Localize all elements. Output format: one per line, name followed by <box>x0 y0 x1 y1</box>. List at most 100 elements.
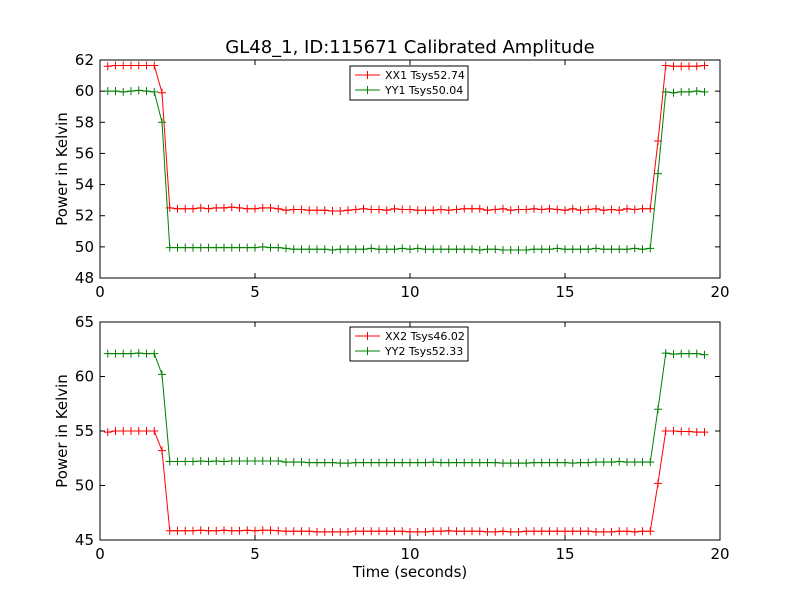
data-point <box>258 456 267 465</box>
x-tick-label: 10 <box>400 283 419 301</box>
data-point <box>158 118 166 127</box>
data-point <box>251 456 259 465</box>
data-point <box>344 459 352 468</box>
data-point <box>181 457 190 466</box>
data-point <box>692 87 701 96</box>
data-point <box>483 245 492 254</box>
data-point <box>235 243 244 252</box>
data-point <box>685 427 693 436</box>
y-tick-label: 50 <box>75 238 94 256</box>
data-point <box>297 245 306 254</box>
data-point <box>382 206 391 215</box>
data-point <box>398 244 407 253</box>
data-point <box>553 527 562 536</box>
data-point <box>677 62 686 71</box>
data-point <box>514 245 523 254</box>
data-point <box>530 245 538 254</box>
data-point <box>576 527 585 536</box>
chart-panel-1: 0 5 10 15 20 48 50 52 54 56 58 60 62 Power in Kelvin X… <box>53 51 730 301</box>
data-point <box>677 427 686 436</box>
data-point <box>592 527 600 536</box>
chart-panel-2: 0 5 10 15 20 45 50 55 60 65 Power in Kelvin Time (s… <box>53 313 730 581</box>
data-point <box>685 349 693 358</box>
data-point <box>499 459 507 468</box>
legend: XX1 Tsys52.74 YY1 Tsys50.04 <box>349 65 469 101</box>
data-point <box>429 527 438 536</box>
data-point <box>313 527 321 536</box>
data-point <box>344 245 352 254</box>
data-point <box>406 245 414 254</box>
data-point <box>499 245 507 254</box>
legend-marker <box>364 86 371 94</box>
data-point <box>452 205 461 214</box>
data-point <box>568 245 577 254</box>
data-point <box>623 458 631 467</box>
data-point <box>646 458 655 467</box>
data-point <box>677 349 686 358</box>
data-point <box>119 427 128 435</box>
x-tick-label: 10 <box>400 545 419 563</box>
data-point <box>328 207 337 216</box>
x-tick-label: 15 <box>555 283 574 301</box>
data-point <box>514 205 523 214</box>
data-point <box>607 205 616 214</box>
data-point <box>127 87 135 96</box>
data-point <box>452 527 461 536</box>
data-point <box>413 527 422 536</box>
data-point <box>506 206 515 215</box>
data-point <box>274 204 283 213</box>
y-tick-label: 60 <box>75 368 94 386</box>
data-point <box>514 459 523 468</box>
data-point <box>584 527 593 536</box>
data-point <box>336 459 345 468</box>
y-tick-label: 62 <box>75 51 94 69</box>
data-point <box>615 245 624 254</box>
data-point <box>375 245 383 254</box>
data-point <box>134 86 143 95</box>
data-point <box>173 243 182 252</box>
data-point <box>553 458 562 467</box>
data-point <box>576 458 585 467</box>
data-point <box>111 87 120 96</box>
data-point <box>413 458 422 467</box>
data-point <box>530 204 538 213</box>
data-point <box>243 243 252 252</box>
data-point <box>297 205 306 214</box>
data-point <box>553 205 562 214</box>
y-tick-label: 58 <box>75 113 94 131</box>
x-tick-label: 0 <box>95 283 105 301</box>
data-point <box>351 458 360 467</box>
data-point <box>359 245 368 254</box>
data-point <box>545 458 554 467</box>
data-point <box>437 205 445 214</box>
data-point <box>700 87 709 96</box>
series-2-group <box>103 86 709 254</box>
data-point <box>173 526 182 535</box>
data-point <box>282 244 290 253</box>
data-point <box>421 245 430 254</box>
legend-box <box>349 65 469 101</box>
data-point <box>561 458 569 467</box>
figure-title: GL48_1, ID:115671 Calibrated Amplitude <box>225 37 594 58</box>
data-point <box>406 205 414 214</box>
data-point <box>444 245 453 254</box>
data-point <box>289 205 298 214</box>
data-point <box>460 527 469 536</box>
data-point <box>227 243 236 252</box>
series-1-group <box>103 427 709 536</box>
data-point <box>475 204 484 213</box>
data-point <box>305 245 314 254</box>
data-point <box>111 61 120 70</box>
data-point <box>351 245 360 254</box>
data-point <box>274 243 283 252</box>
x-axis-label: Time (seconds) <box>352 563 468 581</box>
data-point <box>142 349 151 358</box>
data-point <box>274 526 283 535</box>
data-point <box>103 428 112 437</box>
data-point <box>561 245 569 254</box>
y-tick-label: 45 <box>75 531 94 549</box>
data-point <box>103 87 112 96</box>
legend-box <box>349 326 469 362</box>
